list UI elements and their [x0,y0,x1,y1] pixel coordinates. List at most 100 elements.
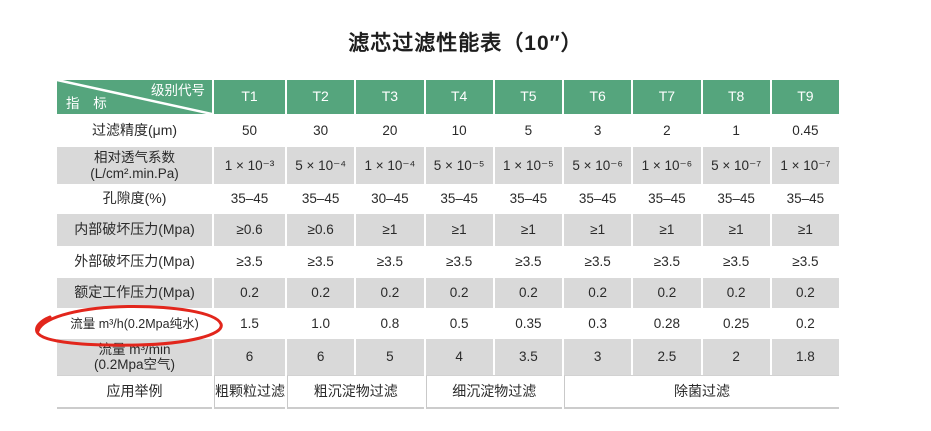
cell: ≥1 [633,214,701,246]
cell: ≥3.5 [425,246,493,278]
cell: 2.5 [633,339,701,375]
column-header-t6: T6 [564,80,632,114]
cell: 2 [702,339,770,375]
column-header-t1: T1 [214,80,285,114]
row-label: 相对透气系数 (L/cm².min.Pa) [57,147,212,184]
column-header-t5: T5 [494,80,562,114]
cell: 35–45 [425,184,493,214]
cell: 5 × 10⁻⁴ [287,147,355,184]
cell: 0.2 [633,278,701,308]
cell: 5 [494,114,562,147]
cell: 1.8 [771,339,839,375]
cell: 6 [287,339,355,375]
cell: 2 [633,114,701,147]
diagonal-divider-line [57,80,212,114]
column-header-t7: T7 [633,80,701,114]
cell: 0.35 [494,308,562,339]
cell: 35–45 [702,184,770,214]
cell: 1 × 10⁻⁴ [356,147,424,184]
cell: 35–45 [771,184,839,214]
cell: 0.25 [702,308,770,339]
cell: ≥1 [425,214,493,246]
column-header-t4: T4 [425,80,493,114]
cell: 0.2 [214,278,285,308]
cell: ≥3.5 [771,246,839,278]
row-label: 流量 m³/min (0.2Mpa空气) [57,339,212,375]
row-label: 过滤精度(μm) [57,114,212,147]
cell: ≥3.5 [494,246,562,278]
column-header-t2: T2 [287,80,355,114]
cell: 5 [356,339,424,375]
column-header-t3: T3 [356,80,424,114]
cell: 20 [356,114,424,147]
cell: 0.2 [356,278,424,308]
cell: 3 [564,339,632,375]
cell: 0.2 [702,278,770,308]
cell: 35–45 [494,184,562,214]
application-cell-coarse-particle: 粗颗粒过滤 [214,375,285,409]
cell: ≥3.5 [564,246,632,278]
cell: 0.2 [564,278,632,308]
cell: 5 × 10⁻⁶ [564,147,632,184]
cell: 35–45 [633,184,701,214]
cell: 35–45 [564,184,632,214]
cell: 0.2 [771,308,839,339]
cell: ≥3.5 [287,246,355,278]
cell: ≥1 [356,214,424,246]
cell: 0.3 [564,308,632,339]
cell: 0.2 [287,278,355,308]
cell: 30–45 [356,184,424,214]
cell: 6 [214,339,285,375]
application-cell-fine-sediment: 细沉淀物过滤 [425,375,562,409]
row-label: 流量 m³/h(0.2Mpa纯水) [57,308,212,339]
cell: 5 × 10⁻⁵ [425,147,493,184]
cell: 1 × 10⁻³ [214,147,285,184]
cell: ≥1 [564,214,632,246]
row-label: 应用举例 [57,375,212,409]
cell: 0.2 [494,278,562,308]
cell: 1 × 10⁻⁵ [494,147,562,184]
cell: 4 [425,339,493,375]
cell: 3.5 [494,339,562,375]
cell: ≥1 [771,214,839,246]
cell: 1.0 [287,308,355,339]
cell: 1 × 10⁻⁶ [633,147,701,184]
cell: 0.2 [425,278,493,308]
cell: ≥3.5 [214,246,285,278]
corner-label-indicator: 指 标 [66,95,112,111]
cell: 1 [702,114,770,147]
cell: 30 [287,114,355,147]
cell: 0.8 [356,308,424,339]
cell: ≥0.6 [214,214,285,246]
cell: 10 [425,114,493,147]
cell: 0.45 [771,114,839,147]
cell: 35–45 [214,184,285,214]
cell: ≥0.6 [287,214,355,246]
page-title: 滤芯过滤性能表（10″） [348,32,583,55]
corner-header-cell: 级别代号 指 标 [57,80,212,114]
cell: 0.2 [771,278,839,308]
application-cell-sterilization: 除菌过滤 [564,375,839,409]
cell: 1.5 [214,308,285,339]
cell: 50 [214,114,285,147]
performance-table: 级别代号 指 标 T1 T2 T3 T4 T5 T6 T7 T8 T9 过滤精度… [57,80,839,409]
cell: ≥1 [702,214,770,246]
cell: 3 [564,114,632,147]
column-header-t9: T9 [771,80,839,114]
cell: ≥3.5 [702,246,770,278]
column-header-t8: T8 [702,80,770,114]
cell: ≥3.5 [633,246,701,278]
cell: 0.28 [633,308,701,339]
cell: 1 × 10⁻⁷ [771,147,839,184]
row-label: 外部破坏压力(Mpa) [57,246,212,278]
row-label: 孔隙度(%) [57,184,212,214]
row-label: 额定工作压力(Mpa) [57,278,212,308]
cell: 35–45 [287,184,355,214]
cell: ≥3.5 [356,246,424,278]
cell: ≥1 [494,214,562,246]
application-cell-coarse-sediment: 粗沉淀物过滤 [287,375,424,409]
row-label: 内部破坏压力(Mpa) [57,214,212,246]
cell: 0.5 [425,308,493,339]
corner-label-grade-code: 级别代号 [151,83,205,98]
cell: 5 × 10⁻⁷ [702,147,770,184]
